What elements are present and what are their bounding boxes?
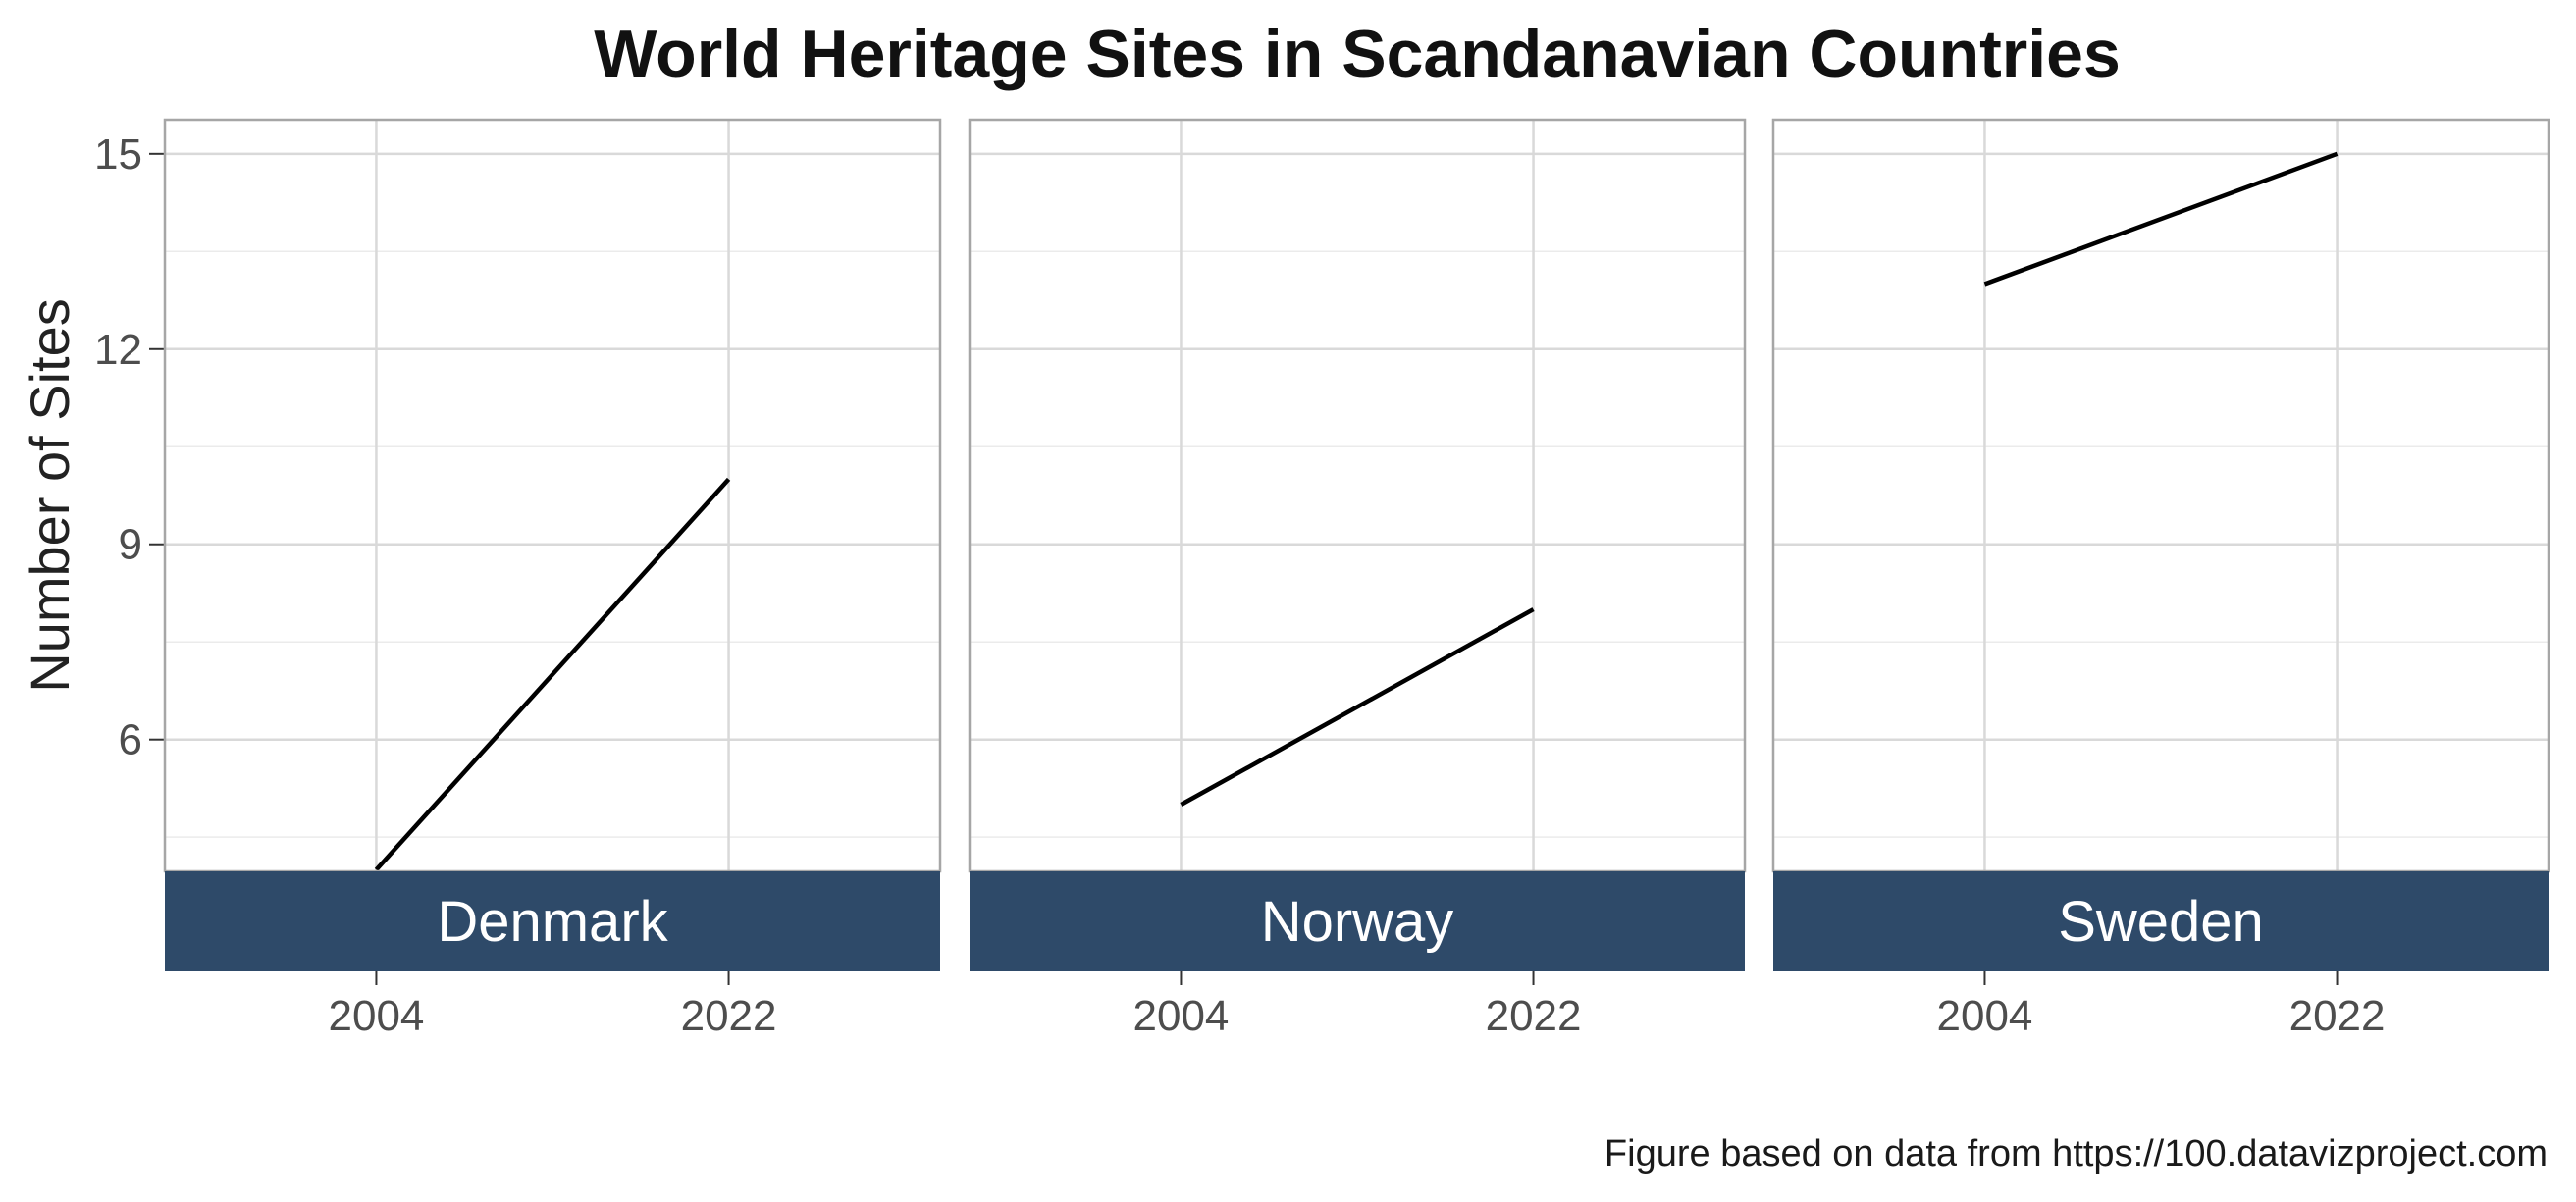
- x-tick-label: 2004: [329, 992, 425, 1040]
- chart-caption: Figure based on data from https://100.da…: [1604, 1133, 2548, 1175]
- series-line-denmark: [374, 477, 731, 871]
- panel-background: [970, 120, 1745, 871]
- chart-title: World Heritage Sites in Scandanavian Cou…: [594, 17, 2121, 91]
- panel-background: [165, 120, 940, 871]
- y-tick-label: 15: [94, 131, 142, 179]
- x-tick-label: 2022: [2289, 992, 2386, 1040]
- y-tick-labels: 6 9 12 15: [94, 131, 165, 764]
- y-tick-label: 9: [119, 521, 142, 569]
- x-tick-label: 2004: [1133, 992, 1230, 1040]
- facet-strip: [165, 871, 940, 971]
- panel-sweden: Sweden 2004 2022: [1771, 118, 2550, 1040]
- facet-strip: [1773, 871, 2549, 971]
- facet-label: Sweden: [2058, 890, 2264, 954]
- series-line-sweden: [1983, 151, 2339, 287]
- panel-background: [1773, 120, 2549, 871]
- panel-norway: Norway 2004 2022: [968, 118, 1747, 1040]
- facet-label: Denmark: [437, 890, 668, 954]
- x-tick-label: 2022: [681, 992, 777, 1040]
- y-tick-label: 6: [119, 716, 142, 764]
- y-axis-label: Number of Sites: [19, 298, 80, 693]
- x-tick-label: 2022: [1486, 992, 1582, 1040]
- x-tick-label: 2004: [1937, 992, 2033, 1040]
- facet-strip: [970, 871, 1745, 971]
- facet-label: Norway: [1261, 890, 1454, 954]
- series-line-norway: [1180, 607, 1535, 807]
- y-tick-label: 12: [94, 326, 142, 374]
